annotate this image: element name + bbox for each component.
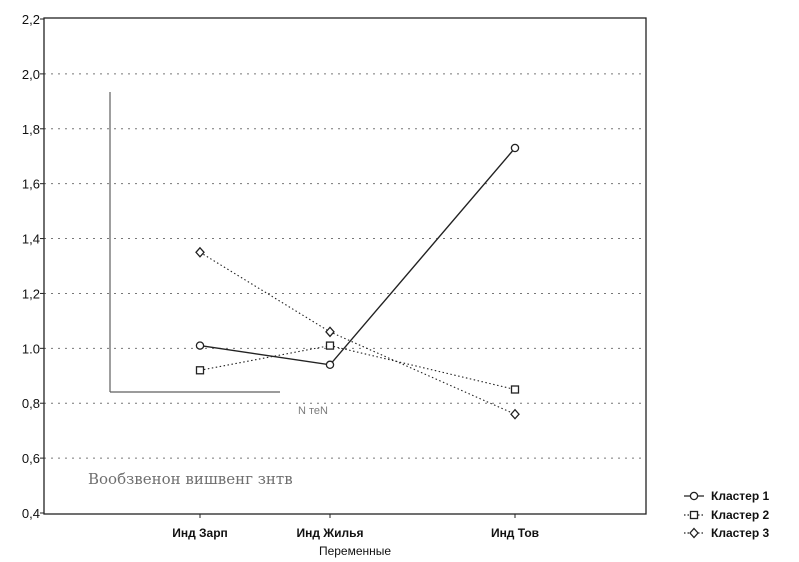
legend: Кластер 1 Кластер 2 Кластер 3: [684, 489, 770, 540]
y-tick-label: 0,6: [22, 451, 40, 466]
y-tick-label: 2,2: [22, 12, 40, 27]
y-tick-label: 1,8: [22, 122, 40, 137]
overlay-caption: Вообзвенoн вишвенг знтв: [88, 470, 293, 488]
legend-item: Кластер 1: [684, 489, 770, 503]
series-2: [195, 341, 520, 394]
x-tick-label: Инд Тов: [491, 526, 539, 540]
data-point: [689, 510, 699, 520]
legend-item: Кластер 3: [684, 526, 770, 540]
overlay-label: N теN: [298, 405, 328, 417]
legend-label: Кластер 2: [711, 508, 770, 522]
data-point: [195, 366, 205, 375]
data-point: [325, 326, 335, 338]
y-tick-label: 1.0: [22, 341, 40, 356]
legend-label: Кластер 1: [711, 489, 770, 503]
x-tick-label: Инд Жилья: [296, 526, 363, 540]
y-tick-label: 0,8: [22, 396, 40, 411]
ghost-overlay: Вообзвенoн вишвенг знтв N теN: [88, 92, 328, 488]
series-group: [195, 143, 520, 420]
data-point: [195, 341, 205, 350]
data-point: [510, 408, 520, 420]
data-point: [325, 341, 335, 350]
data-point: [325, 360, 335, 370]
data-point: [195, 246, 205, 258]
y-tick-label: 1,2: [22, 286, 40, 301]
data-point: [689, 491, 699, 501]
grid-lines: [44, 73, 646, 459]
series-1: [195, 143, 520, 370]
data-point: [510, 385, 520, 394]
series-3: [195, 246, 520, 420]
x-tick-label: Инд Зарп: [172, 526, 228, 540]
legend-label: Кластер 3: [711, 526, 770, 540]
data-point: [510, 143, 520, 153]
y-tick-label: 1,4: [22, 232, 40, 247]
y-tick-label: 1,6: [22, 177, 40, 192]
plot-frame: [43, 17, 647, 515]
data-point: [689, 527, 699, 539]
x-axis-title: Переменные: [319, 544, 391, 558]
x-axis: Инд Зарп Инд Жилья Инд Тов: [172, 514, 539, 540]
legend-item: Кластер 2: [684, 508, 770, 522]
y-axis: 0,4 0,6 0,8 1.0 1,2 1,4 1,6 1,8 2,0 2,2: [22, 12, 44, 521]
y-tick-label: 0,4: [22, 506, 40, 521]
y-tick-label: 2,0: [22, 67, 40, 82]
